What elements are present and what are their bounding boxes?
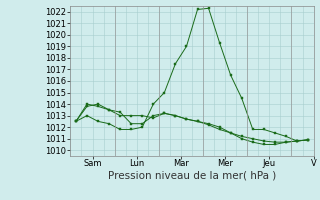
X-axis label: Pression niveau de la mer( hPa ): Pression niveau de la mer( hPa )	[108, 171, 276, 181]
